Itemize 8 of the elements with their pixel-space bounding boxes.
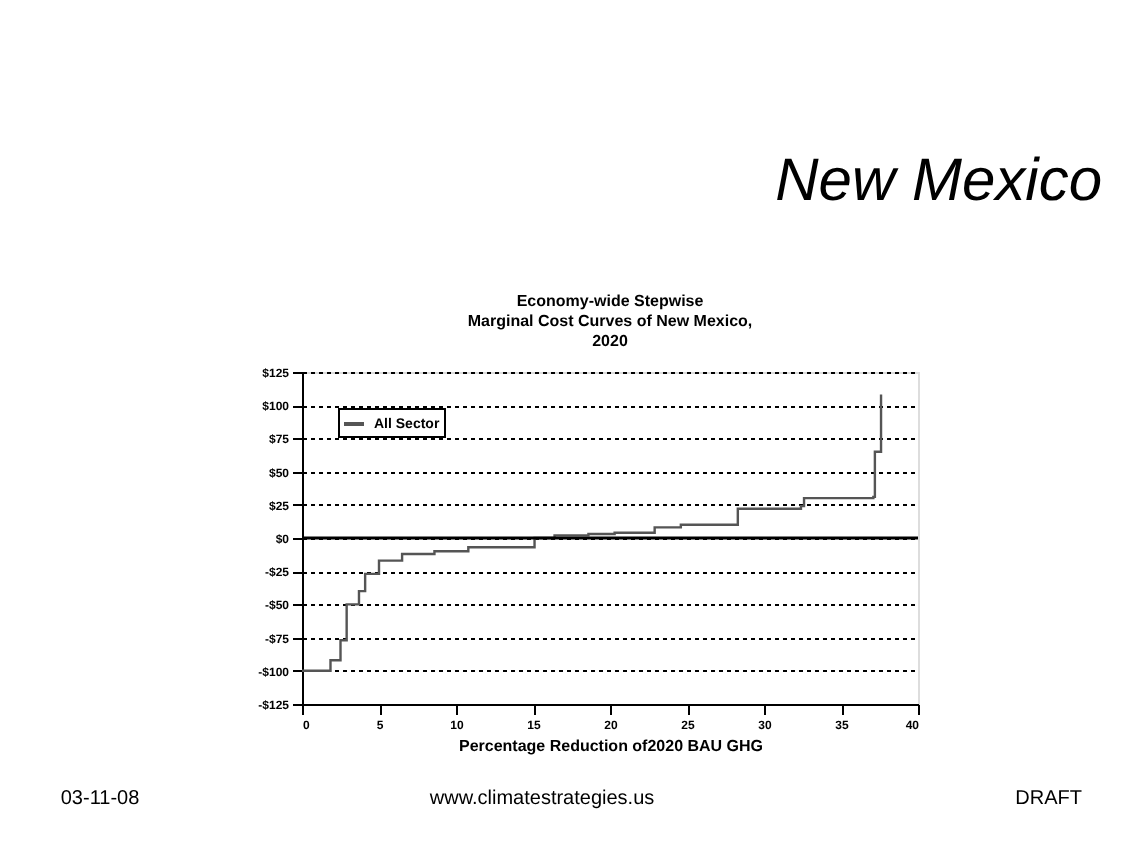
text: DRAFT	[1015, 788, 1082, 810]
text: 03-11-08	[60, 788, 141, 810]
text: 2020	[592, 332, 628, 350]
text: Marginal Cost Curves of New Mexico,	[467, 312, 753, 330]
chart-title: New Mexico	[775, 148, 1102, 214]
x-axis-title: Percentage Reduction of2020 BAU GHG	[458, 737, 764, 755]
text: Economy-wide Stepwise	[516, 292, 704, 310]
text: www.climatestrategies.us	[427, 788, 655, 810]
